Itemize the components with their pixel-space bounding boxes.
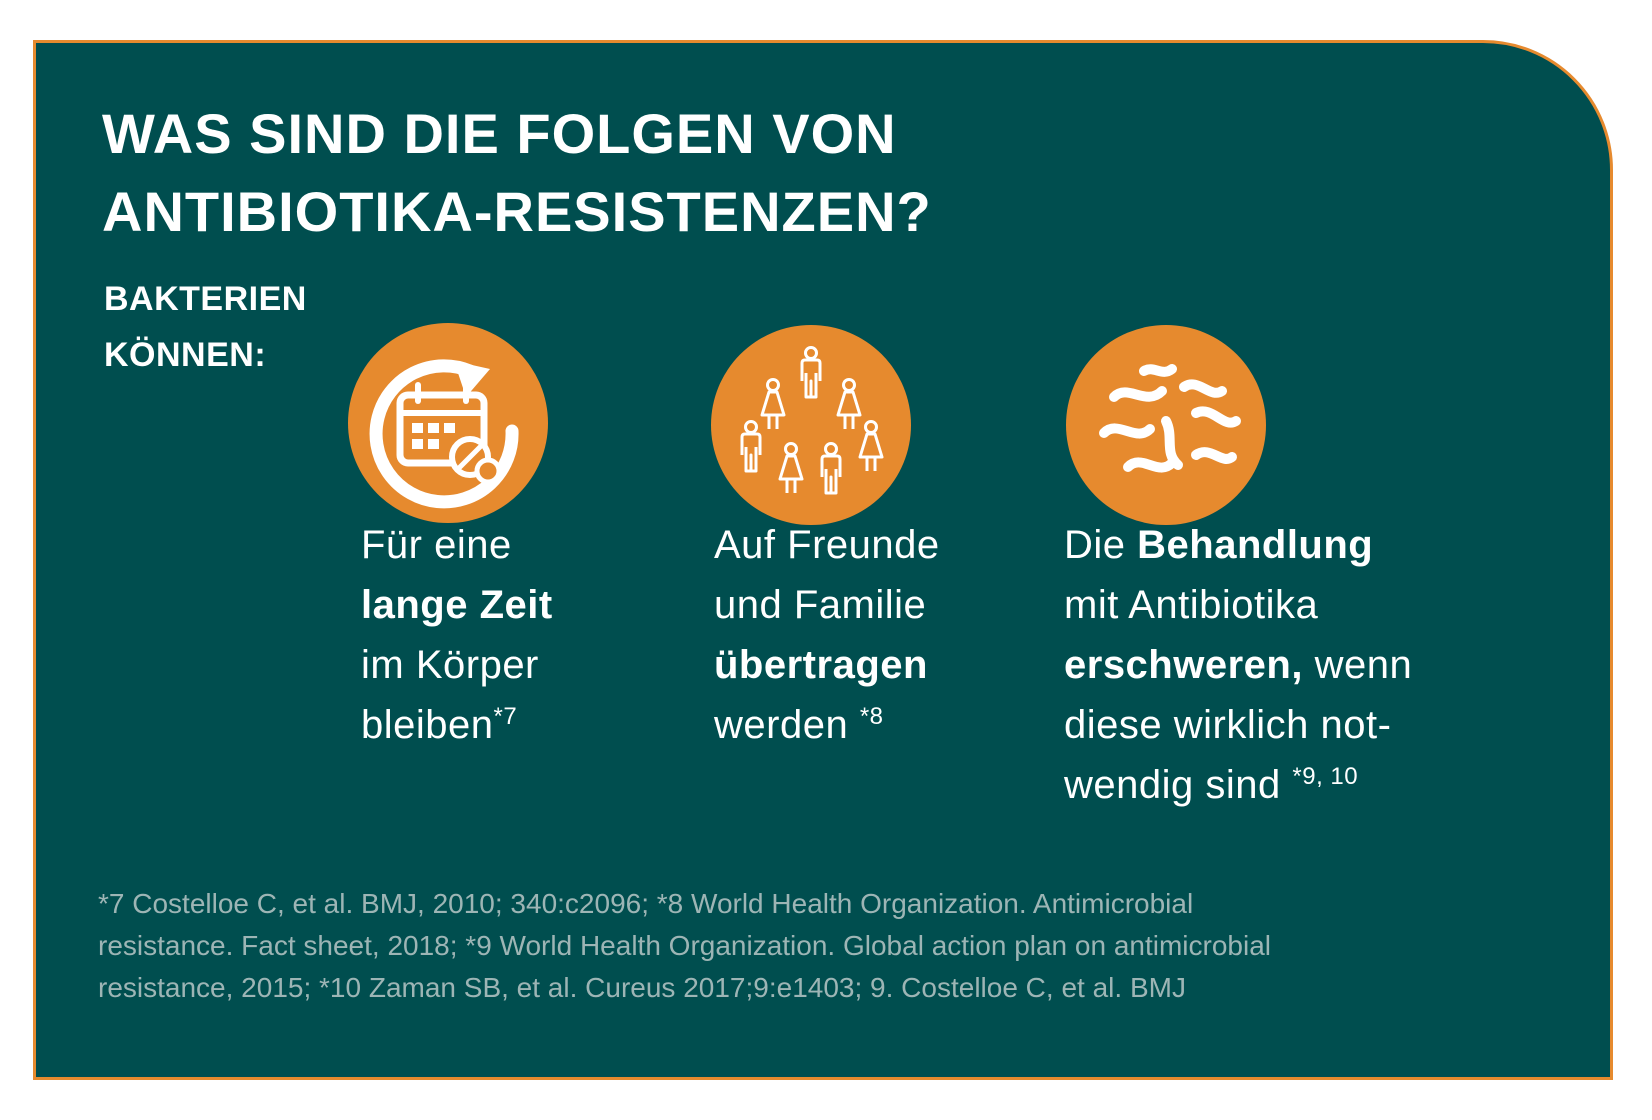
consequence-1-line-1: Für eine [361, 523, 512, 567]
page-title: WAS SIND DIE FOLGEN VON ANTIBIOTIKA-RESI… [102, 95, 932, 251]
footnote-line-3: resistance, 2015; *10 Zaman SB, et al. C… [98, 972, 1186, 1003]
consequence-3-emphasis-2: erschweren, [1064, 643, 1303, 687]
footnote-line-2: resistance. Fact sheet, 2018; *9 World H… [98, 930, 1272, 961]
consequence-text-3: Die Behandlung mit Antibiotika erschwere… [1064, 515, 1412, 815]
bacteria-icon [1066, 325, 1266, 525]
consequence-1-line-4: bleiben [361, 703, 494, 747]
consequence-3-emphasis-1: Behandlung [1137, 523, 1374, 567]
consequence-text-1: Für eine lange Zeit im Körper bleiben*7 [361, 515, 553, 755]
people-group-icon [711, 325, 911, 525]
consequence-2-line-2: und Familie [714, 583, 927, 627]
consequence-3-line-3: wenn [1302, 643, 1413, 687]
consequence-2-line-4: werden [714, 703, 860, 747]
section-label-line-1: BAKTERIEN [104, 280, 307, 318]
title-line-2: ANTIBIOTIKA-RESISTENZEN? [102, 180, 932, 243]
consequence-text-2: Auf Freunde und Familie übertragen werde… [714, 515, 940, 755]
calendar-pill-cycle-icon [348, 323, 548, 523]
footnote-references: *7 Costelloe C, et al. BMJ, 2010; 340:c2… [98, 883, 1568, 1009]
consequence-2-line-1: Auf Freunde [714, 523, 940, 567]
reference-8: *8 [859, 703, 884, 730]
consequence-1-emphasis: lange Zeit [361, 583, 553, 627]
section-label: BAKTERIEN KÖNNEN: [104, 271, 307, 383]
title-line-1: WAS SIND DIE FOLGEN VON [102, 102, 897, 165]
footnote-line-1: *7 Costelloe C, et al. BMJ, 2010; 340:c2… [98, 888, 1194, 919]
consequence-2-emphasis: übertragen [714, 643, 928, 687]
reference-9-10: *9, 10 [1292, 763, 1359, 790]
consequence-3-line-2: mit Antibiotika [1064, 583, 1319, 627]
consequence-3-line-1: Die [1064, 523, 1138, 567]
section-label-line-2: KÖNNEN: [104, 336, 267, 374]
consequence-3-line-4: diese wirklich not- [1064, 703, 1392, 747]
info-card: WAS SIND DIE FOLGEN VON ANTIBIOTIKA-RESI… [33, 40, 1613, 1080]
consequence-1-line-3: im Körper [361, 643, 539, 687]
consequence-3-line-5: wendig sind [1064, 763, 1293, 807]
reference-7: *7 [493, 703, 518, 730]
